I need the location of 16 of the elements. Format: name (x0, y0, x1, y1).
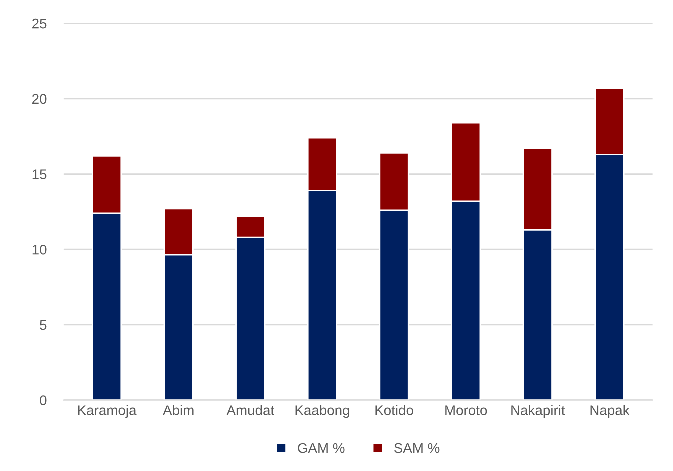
y-tick-label: 20 (32, 94, 47, 104)
y-tick-label: 25 (32, 18, 47, 29)
x-tick-label: Nakapirit (512, 405, 566, 418)
y-tick-label: 0 (40, 396, 47, 406)
x-tick-label: Kotido (376, 405, 414, 416)
x-tick-label: Abim (163, 405, 194, 416)
x-tick-label: Kaabong (296, 405, 350, 418)
x-tick-label: Karamoja (78, 405, 137, 418)
legend-label: SAM % (394, 443, 440, 454)
x-tick-label: Amudat (226, 405, 274, 416)
legend-label: GAM % (298, 443, 345, 454)
y-tick-label: 10 (32, 244, 47, 255)
y-tick-label: 15 (32, 170, 47, 180)
y-tick-label: 5 (40, 320, 47, 330)
x-tick-label: Moroto (446, 406, 488, 416)
x-tick-label: Napak (590, 405, 630, 418)
